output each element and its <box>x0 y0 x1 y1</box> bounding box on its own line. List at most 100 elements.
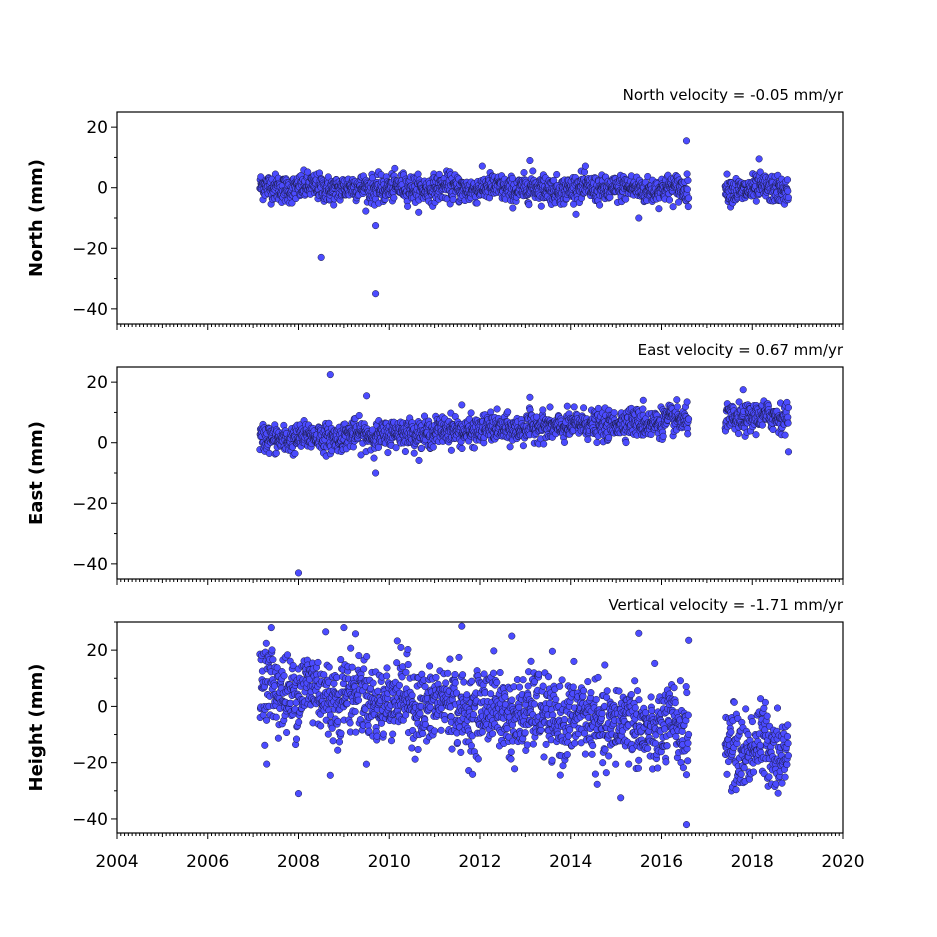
data-point <box>444 669 452 677</box>
data-point <box>605 434 613 442</box>
data-point <box>493 405 501 413</box>
data-point <box>325 663 333 671</box>
data-point <box>337 729 345 737</box>
data-point <box>283 728 291 737</box>
data-point <box>383 672 391 680</box>
data-point <box>515 683 524 691</box>
data-point <box>348 663 356 671</box>
data-point <box>553 170 561 179</box>
data-point <box>520 169 528 177</box>
data-point <box>414 745 422 754</box>
data-point <box>397 643 405 651</box>
data-point <box>349 443 357 451</box>
data-point <box>506 443 514 451</box>
data-point <box>390 194 398 202</box>
data-point <box>673 403 681 411</box>
data-point <box>558 676 566 684</box>
data-point <box>684 176 692 184</box>
data-point <box>540 440 548 448</box>
data-point <box>752 431 760 439</box>
data-point <box>283 651 292 659</box>
data-point <box>442 679 450 687</box>
data-point <box>346 719 354 727</box>
data-point <box>570 657 578 665</box>
y-tick-label: 20 <box>86 118 108 138</box>
outlier-point <box>317 253 325 261</box>
data-point <box>622 439 630 447</box>
data-point <box>487 690 495 698</box>
data-point <box>415 456 423 464</box>
data-point <box>289 662 297 670</box>
data-point <box>503 724 511 733</box>
data-point <box>451 670 459 679</box>
data-point <box>351 630 360 638</box>
data-point <box>280 672 288 680</box>
data-point <box>360 665 368 673</box>
data-point <box>374 443 383 451</box>
data-point <box>556 771 564 779</box>
data-point <box>453 689 461 697</box>
data-point <box>665 196 674 204</box>
data-point <box>392 444 400 452</box>
data-point <box>314 658 322 666</box>
data-point <box>548 647 556 655</box>
data-point <box>354 696 363 704</box>
outlier-point <box>635 214 643 222</box>
data-point <box>548 756 556 764</box>
data-point <box>334 746 342 754</box>
data-point <box>401 447 409 456</box>
data-point <box>320 671 328 679</box>
data-point <box>501 693 509 701</box>
data-point <box>601 746 609 754</box>
data-point <box>268 646 276 654</box>
outlier-point <box>372 222 380 230</box>
outlier-point <box>755 155 763 163</box>
data-point <box>362 760 370 768</box>
outlier-point <box>372 290 380 298</box>
data-point <box>487 408 495 416</box>
data-point <box>781 431 789 439</box>
data-point <box>783 176 792 184</box>
data-point <box>556 682 564 690</box>
data-point <box>544 673 553 681</box>
data-point <box>784 413 792 421</box>
data-point <box>535 670 543 678</box>
data-point <box>404 645 412 654</box>
east-ylabel: East (mm) <box>26 421 47 525</box>
data-point <box>527 657 535 665</box>
data-point <box>684 203 692 211</box>
data-point <box>269 656 277 664</box>
data-point <box>784 404 792 412</box>
data-point <box>326 711 334 719</box>
data-point <box>564 732 573 740</box>
data-point <box>365 727 373 735</box>
data-point <box>404 202 412 210</box>
data-point <box>304 168 312 176</box>
data-point <box>592 695 600 704</box>
data-point <box>261 741 269 749</box>
data-point <box>631 704 639 712</box>
data-point <box>622 195 630 203</box>
data-point <box>563 751 571 759</box>
data-point <box>410 449 418 457</box>
data-point <box>598 710 606 718</box>
data-point <box>458 444 466 453</box>
data-point <box>631 677 639 685</box>
data-point <box>455 653 463 661</box>
data-point <box>588 750 596 758</box>
data-point <box>569 683 577 691</box>
data-point <box>463 691 471 699</box>
data-point <box>430 727 439 735</box>
data-point <box>470 444 478 452</box>
outlier-point <box>363 392 371 400</box>
data-point <box>758 421 766 429</box>
data-point <box>448 745 456 753</box>
data-point <box>324 730 332 738</box>
outlier-point <box>526 393 534 401</box>
data-point <box>570 403 578 411</box>
data-point <box>496 668 504 677</box>
data-point <box>580 687 588 695</box>
data-point <box>610 409 618 417</box>
data-point <box>519 442 527 450</box>
